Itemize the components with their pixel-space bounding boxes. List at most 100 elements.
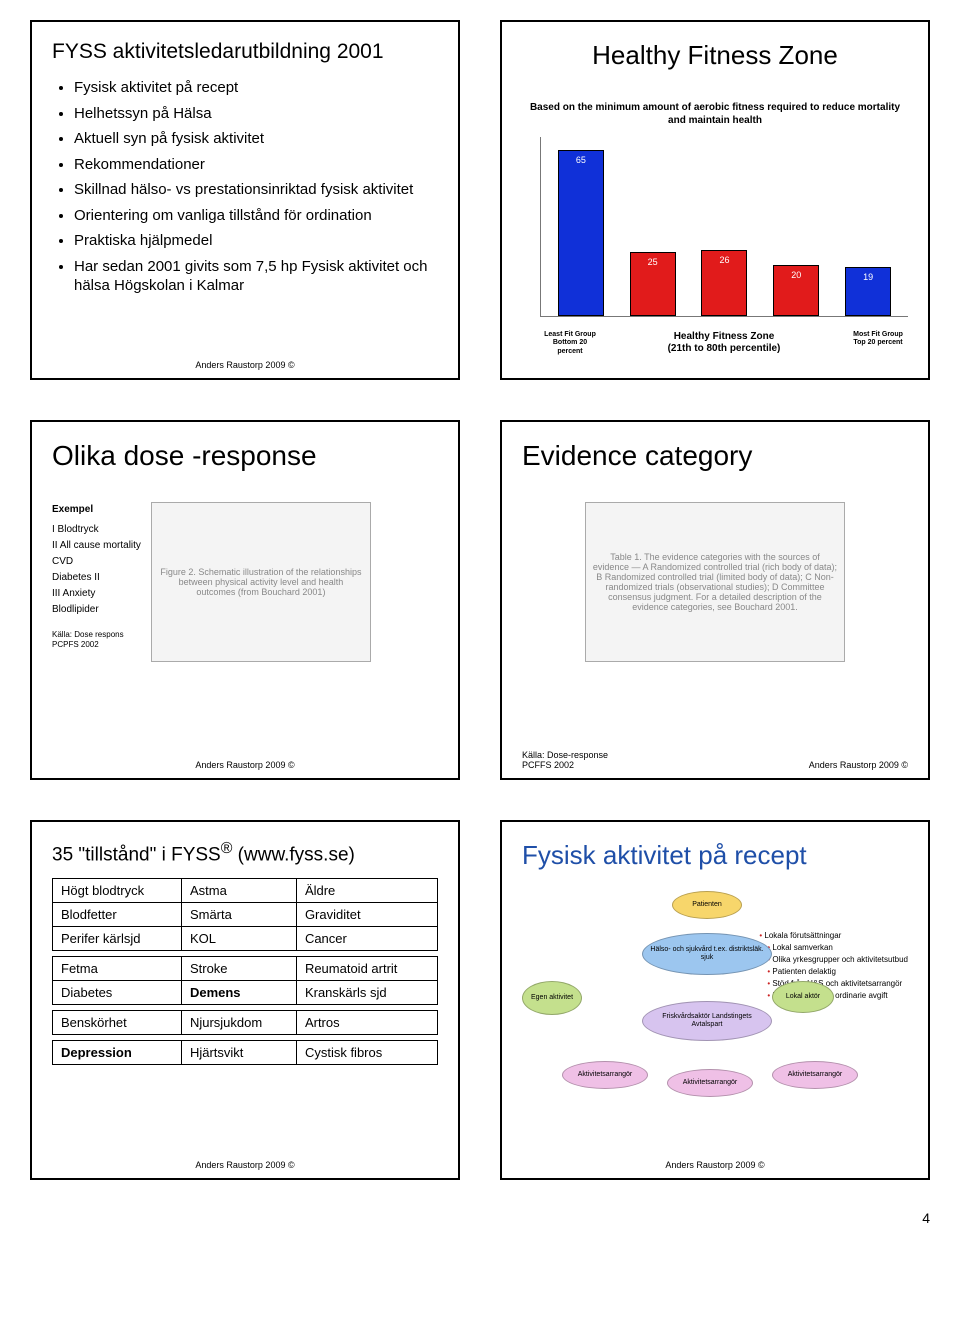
table-cell: Smärta [181,903,296,927]
table-row: DepressionHjärtsviktCystisk fibros [53,1041,438,1065]
legend-header: Exempel [52,502,141,518]
bars-container: 65 25 26 20 19 [541,137,908,316]
table-cell: Hjärtsvikt [181,1041,296,1065]
xlabel-text: Top 20 percent [848,339,908,347]
table-cell: KOL [181,927,296,951]
xlabel-text: (21th to 80th percentile) [600,343,848,355]
table-cell: Depression [53,1041,182,1065]
diagram-node-arr2: Aktivitetsarrangör [667,1069,753,1097]
xlabel-text: Most Fit Group [848,331,908,339]
x-axis-labels: Least Fit Group Bottom 20 percent Health… [540,331,908,356]
chart-subtitle: Based on the minimum amount of aerobic f… [522,101,908,127]
page-number: 4 [30,1210,930,1226]
panel1-title: FYSS aktivitetsledarutbildning 2001 [52,40,438,64]
panel5-title: 35 "tillstånd" i FYSS® (www.fyss.se) [52,840,438,866]
title-text: 35 "tillstånd" i FYSS [52,844,221,865]
legend-item: CVD [52,554,141,570]
attribution: Anders Raustorp 2009 © [195,760,294,770]
side-item: Patienten delaktig [767,967,908,976]
bar: 25 [630,252,676,316]
diagram-node-halso: Hälso- och sjukvård t.ex. distriktsläk. … [642,933,772,975]
table-cell: Högt blodtryck [53,879,182,903]
attribution: Anders Raustorp 2009 © [195,360,294,370]
table-cell: Reumatoid artrit [296,957,437,981]
table-row: DiabetesDemensKranskärls sjd [53,981,438,1005]
list-item: Praktiska hjälpmedel [74,231,438,251]
table-cell: Fetma [53,957,182,981]
table-cell: Perifer kärlsjd [53,927,182,951]
panel-evidence-category: Evidence category Table 1. The evidence … [500,420,930,780]
attribution: Anders Raustorp 2009 © [195,1160,294,1170]
side-item: Olika yrkesgrupper och aktivitetsutbud [767,955,908,964]
source-line: PCFFS 2002 [522,760,574,770]
table-cell: Kranskärls sjd [296,981,437,1005]
xlabel-mid: Healthy Fitness Zone (21th to 80th perce… [600,331,848,356]
legend-item: I Blodtryck [52,522,141,538]
list-item: Orientering om vanliga tillstånd för ord… [74,206,438,226]
side-header: Lokala förutsättningar [759,931,908,940]
table-cell: Njursjukdom [181,1011,296,1035]
xlabel-text: Bottom 20 percent [540,339,600,356]
diagram-node-lokal: Lokal aktör [772,981,834,1013]
list-item: Har sedan 2001 givits som 7,5 hp Fysisk … [74,257,438,296]
list-item: Aktuell syn på fysisk aktivitet [74,129,438,149]
legend-item: III Anxiety [52,586,141,602]
table-row: FetmaStrokeReumatoid artrit [53,957,438,981]
panel2-title: Healthy Fitness Zone [522,40,908,71]
diagram-node-frisk: Friskvårdsaktör Landstingets Avtalspart [642,1001,772,1041]
panel4-title: Evidence category [522,440,908,472]
table-row: BenskörhetNjursjukdomArtros [53,1011,438,1035]
diagram-node-arr1: Aktivitetsarrangör [562,1061,648,1089]
source-citation: Källa: Dose respons PCPFS 2002 [52,630,141,649]
dose-response-body: Exempel I Blodtryck II All cause mortali… [52,502,438,662]
source-line: Källa: Dose respons [52,630,141,640]
diagram-node-arr3: Aktivitetsarrangör [772,1061,858,1089]
panel-35-tillstand: 35 "tillstånd" i FYSS® (www.fyss.se) Hög… [30,820,460,1180]
slide-grid: FYSS aktivitetsledarutbildning 2001 Fysi… [30,20,930,1180]
panel-healthy-fitness-zone: Healthy Fitness Zone Based on the minimu… [500,20,930,380]
table-cell: Artros [296,1011,437,1035]
bar: 26 [701,250,747,316]
list-item: Rekommendationer [74,155,438,175]
xlabel-right: Most Fit Group Top 20 percent [848,331,908,356]
table-row: BlodfetterSmärtaGraviditet [53,903,438,927]
table-cell: Cystisk fibros [296,1041,437,1065]
panel-fyss-2001: FYSS aktivitetsledarutbildning 2001 Fysi… [30,20,460,380]
bar: 19 [845,267,891,316]
diagram-node-egen: Egen aktivitet [522,981,582,1015]
panel-dose-response: Olika dose -response Exempel I Blodtryck… [30,420,460,780]
table-cell: Stroke [181,957,296,981]
panel-fysisk-recept: Fysisk aktivitet på recept Lokala föruts… [500,820,930,1180]
list-item: Fysisk aktivitet på recept [74,78,438,98]
legend-item: II All cause mortality [52,538,141,554]
panel3-title: Olika dose -response [52,440,438,472]
source-citation: Källa: Dose-response PCFFS 2002 [522,750,608,770]
evidence-table-figure: Table 1. The evidence categories with th… [585,502,845,662]
bar-value-label: 25 [631,257,675,267]
xlabel-left: Least Fit Group Bottom 20 percent [540,331,600,356]
side-item: Lokal samverkan [767,943,908,952]
attribution: Anders Raustorp 2009 © [665,1160,764,1170]
dose-response-legend: Exempel I Blodtryck II All cause mortali… [52,502,141,662]
table-cell: Äldre [296,879,437,903]
xlabel-text: Healthy Fitness Zone [600,331,848,343]
attribution: Anders Raustorp 2009 © [809,760,908,770]
table-cell: Astma [181,879,296,903]
bar-value-label: 65 [559,155,603,165]
legend-item: Diabetes II [52,570,141,586]
table-row: Högt blodtryckAstmaÄldre [53,879,438,903]
dose-response-figure: Figure 2. Schematic illustration of the … [151,502,371,662]
table-cell: Blodfetter [53,903,182,927]
table-cell: Cancer [296,927,437,951]
panel6-title: Fysisk aktivitet på recept [522,840,908,871]
table-cell: Graviditet [296,903,437,927]
table-cell: Diabetes [53,981,182,1005]
bar-chart: Number of Deaths per 10,000 person years… [540,137,908,317]
bar-value-label: 26 [702,255,746,265]
recept-diagram: Lokala förutsättningar Lokal samverkan O… [522,891,908,1111]
bar: 65 [558,150,604,316]
bar-value-label: 19 [846,272,890,282]
list-item: Helhetssyn på Hälsa [74,104,438,124]
xlabel-text: Least Fit Group [540,331,600,339]
bar-value-label: 20 [774,270,818,280]
